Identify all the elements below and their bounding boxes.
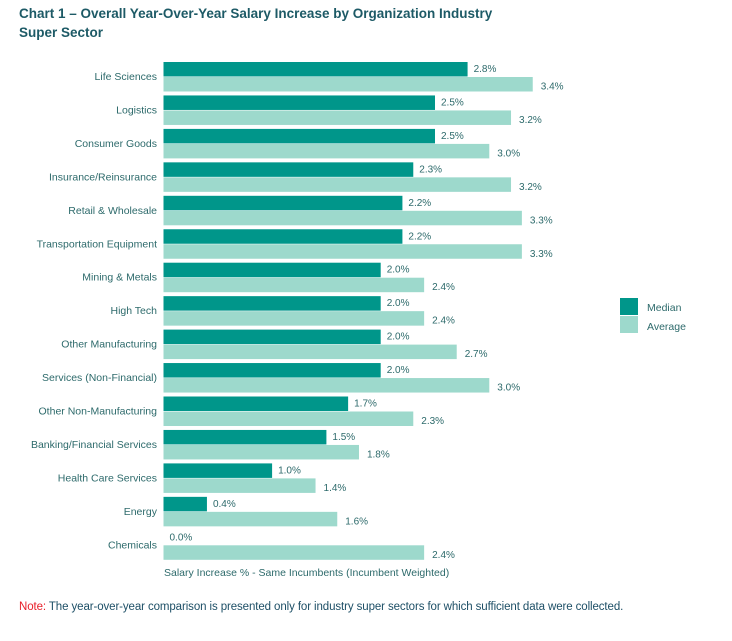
data-label-average: 3.0%: [497, 148, 520, 159]
bar-average: [163, 344, 457, 360]
data-label-average: 3.3%: [530, 249, 553, 260]
chart-title: Chart 1 – Overall Year-Over-Year Salary …: [19, 4, 539, 42]
footnote: Note: The year-over-year comparison is p…: [19, 601, 623, 613]
labels-layer: Life Sciences 2.8% 3.4% Logistics 2.5% 3.2% Co…: [31, 64, 564, 561]
data-label-median: 2.0%: [387, 332, 410, 343]
bar-average: [163, 277, 425, 293]
data-label-average: 2.4%: [432, 316, 455, 327]
bar-average: [163, 210, 522, 226]
data-label-average: 2.4%: [432, 282, 455, 293]
data-label-average: 3.0%: [497, 383, 520, 394]
bar-average: [163, 110, 512, 125]
footnote-text: The year-over-year comparison is present…: [46, 601, 624, 613]
data-label-median: 2.0%: [387, 365, 410, 376]
bar-average: [163, 244, 522, 259]
data-label-average: 3.4%: [541, 82, 564, 93]
chart-title-line-2: Super Sector: [19, 25, 104, 40]
data-label-median: 2.5%: [441, 131, 464, 142]
bar-median: [163, 262, 381, 278]
legend-label-average: Average: [647, 321, 686, 333]
data-label-median: 2.5%: [441, 97, 464, 108]
bar-average: [163, 545, 425, 560]
bar-median: [163, 329, 381, 345]
data-label-median: 1.5%: [332, 432, 355, 443]
bar-average: [163, 478, 316, 493]
data-label-average: 2.3%: [421, 416, 444, 427]
category-label: Chemicals: [108, 539, 157, 551]
data-label-median: 2.2%: [408, 231, 431, 242]
bar-median: [163, 296, 381, 311]
data-label-average: 2.4%: [432, 550, 455, 561]
category-label: Life Sciences: [95, 71, 157, 83]
bar-average: [163, 378, 490, 393]
data-label-average: 3.2%: [519, 182, 542, 193]
category-label: High Tech: [110, 305, 157, 317]
category-label: Other Manufacturing: [61, 339, 157, 351]
category-label: Logistics: [116, 104, 157, 116]
legend-swatch-average: [620, 316, 638, 333]
data-label-median: 0.0%: [170, 532, 193, 543]
data-label-average: 2.7%: [465, 349, 488, 360]
legend-swatch-median: [620, 298, 638, 315]
bar-average: [163, 311, 425, 326]
bar-median: [163, 128, 435, 144]
category-label: Energy: [124, 506, 158, 518]
bar-median: [163, 229, 403, 244]
bar-median: [163, 396, 349, 411]
bar-median: [163, 463, 273, 478]
bar-average: [163, 511, 338, 527]
bar-average: [163, 444, 359, 460]
bar-median: [163, 363, 381, 378]
data-label-median: 0.4%: [213, 499, 236, 510]
data-label-average: 1.8%: [367, 449, 390, 460]
bar-median: [163, 95, 435, 110]
data-label-median: 2.3%: [419, 164, 442, 175]
bar-average: [163, 411, 414, 426]
data-label-average: 1.6%: [345, 516, 368, 527]
category-label: Consumer Goods: [75, 138, 157, 150]
bar-median: [163, 195, 403, 211]
bar-average: [163, 143, 490, 159]
category-label: Services (Non-Financial): [42, 372, 157, 384]
data-label-median: 2.0%: [387, 265, 410, 276]
category-label: Insurance/Reinsurance: [49, 171, 157, 183]
data-label-median: 2.0%: [387, 298, 410, 309]
bars-layer: [163, 62, 533, 560]
category-label: Mining & Metals: [82, 272, 157, 284]
category-label: Transportation Equipment: [37, 238, 158, 250]
data-label-median: 2.2%: [408, 198, 431, 209]
data-label-median: 2.8%: [474, 64, 497, 75]
category-label: Health Care Services: [58, 472, 157, 484]
bar-median: [163, 62, 468, 77]
category-label: Retail & Wholesale: [68, 205, 157, 217]
bar-median: [163, 162, 414, 177]
data-label-average: 3.2%: [519, 115, 542, 126]
data-label-average: 3.3%: [530, 215, 553, 226]
category-label: Banking/Financial Services: [31, 439, 157, 451]
legend: Median Average: [620, 298, 686, 333]
category-label: Other Non-Manufacturing: [39, 406, 158, 418]
bar-average: [163, 77, 533, 92]
bar-average: [163, 177, 512, 192]
bar-median: [163, 496, 207, 512]
data-label-average: 1.4%: [324, 483, 347, 494]
footnote-prefix: Note:: [19, 601, 46, 613]
x-axis-label: Salary Increase % - Same Incumbents (Inc…: [164, 567, 449, 579]
legend-label-median: Median: [647, 302, 682, 314]
bar-median: [163, 429, 327, 445]
data-label-median: 1.7%: [354, 399, 377, 410]
chart-title-line-1: Chart 1 – Overall Year-Over-Year Salary …: [19, 6, 493, 21]
data-label-median: 1.0%: [278, 465, 301, 476]
